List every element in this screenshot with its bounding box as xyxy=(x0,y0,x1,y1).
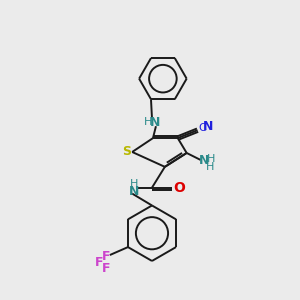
Text: N: N xyxy=(150,116,160,129)
Text: O: O xyxy=(173,181,185,195)
Text: H: H xyxy=(144,117,152,127)
Text: S: S xyxy=(122,146,131,158)
Text: H: H xyxy=(207,154,216,164)
Text: N: N xyxy=(129,185,139,198)
Text: F: F xyxy=(102,262,110,275)
Text: C: C xyxy=(199,123,206,133)
Text: H: H xyxy=(130,179,138,189)
Text: F: F xyxy=(95,256,103,269)
Text: N: N xyxy=(203,120,214,133)
Text: F: F xyxy=(102,250,110,262)
Text: N: N xyxy=(199,154,210,167)
Text: H: H xyxy=(206,162,214,172)
